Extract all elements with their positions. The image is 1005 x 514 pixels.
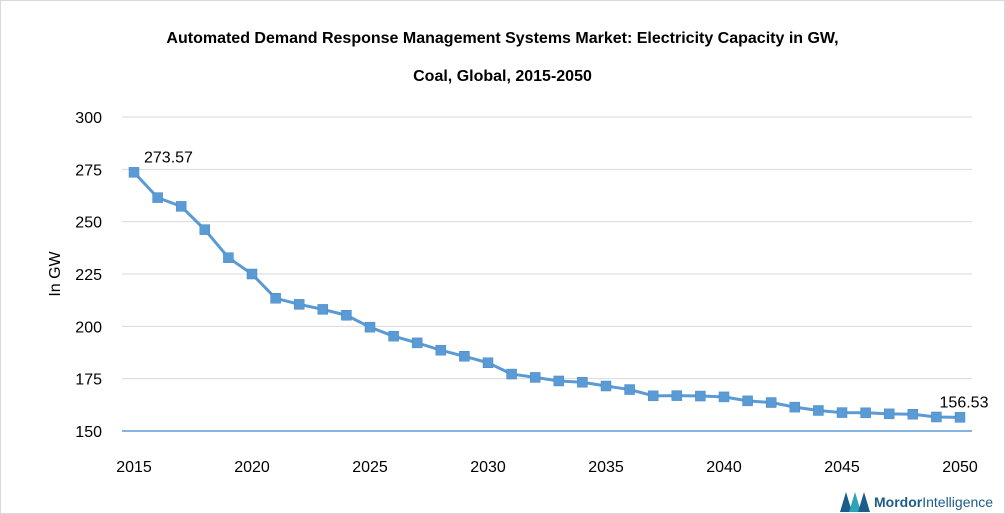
data-point-marker — [341, 309, 352, 321]
logo-text-mordor: Mordor — [874, 494, 923, 510]
data-point-marker — [411, 337, 423, 349]
x-tick-label: 2045 — [824, 459, 860, 476]
data-point-marker — [860, 407, 871, 419]
data-point-marker — [459, 351, 470, 362]
series-layer — [128, 167, 966, 423]
data-point-marker — [152, 192, 163, 203]
data-point-marker — [789, 401, 801, 413]
data-point-marker — [671, 390, 683, 401]
y-tick-label: 300 — [75, 110, 102, 127]
data-label: 156.53 — [940, 394, 989, 411]
x-tick-label: 2035 — [588, 459, 624, 476]
data-point-marker — [931, 411, 942, 423]
data-point-marker — [907, 409, 919, 420]
data-point-marker — [388, 330, 399, 342]
x-tick-label: 2040 — [706, 459, 742, 476]
y-tick-label: 150 — [75, 424, 102, 441]
data-point-marker — [223, 252, 234, 263]
data-point-marker — [199, 224, 211, 235]
data-point-marker — [765, 397, 777, 408]
data-point-marker — [718, 391, 730, 403]
data-point-marker — [647, 390, 659, 402]
data-point-marker — [317, 304, 329, 315]
y-tick-label: 275 — [75, 162, 102, 179]
series-line — [132, 171, 961, 419]
chart-title-line-2: Coal, Global, 2015-2050 — [413, 68, 592, 85]
logo-text-intelligence: Intelligence — [922, 494, 994, 510]
data-point-marker — [482, 357, 494, 369]
y-tick-label: 175 — [75, 372, 102, 389]
x-tick-label: 2015 — [116, 459, 152, 476]
data-labels-layer: 273.57 156.53 — [144, 149, 989, 411]
y-axis-title: In GW — [47, 250, 64, 296]
x-tick-label: 2025 — [352, 459, 388, 476]
data-point-marker — [883, 408, 895, 420]
data-point-marker — [742, 395, 753, 407]
y-tick-label: 225 — [75, 267, 102, 284]
data-point-marker — [270, 293, 281, 304]
y-tick-label: 200 — [75, 319, 102, 336]
data-point-marker — [813, 405, 824, 416]
mordor-intelligence-logo: Mordor Intelligence — [840, 490, 993, 514]
data-point-marker — [435, 344, 447, 356]
data-point-marker — [954, 412, 966, 423]
data-point-marker — [364, 321, 376, 333]
data-point-marker — [695, 390, 706, 402]
data-point-marker — [246, 268, 258, 280]
data-point-marker — [577, 376, 588, 388]
data-point-marker — [293, 299, 305, 310]
x-axis-ticks: 2015 2020 2025 2030 2035 2040 2045 2050 — [116, 459, 978, 476]
data-point-marker — [600, 380, 612, 392]
data-point-marker — [836, 407, 848, 418]
data-point-marker — [624, 384, 635, 395]
data-point-marker — [175, 201, 187, 212]
chart-title-line-1: Automated Demand Response Management Sys… — [166, 30, 839, 47]
data-point-marker — [128, 167, 140, 178]
data-point-marker — [506, 368, 517, 380]
logo-mark-icon — [840, 492, 870, 512]
x-tick-label: 2020 — [234, 459, 270, 476]
y-tick-label: 250 — [75, 215, 102, 232]
y-axis-ticks: 150 175 200 225 250 275 300 — [75, 110, 102, 441]
data-label: 273.57 — [144, 149, 193, 166]
data-point-marker — [529, 372, 541, 383]
data-point-marker — [553, 375, 565, 387]
x-tick-label: 2050 — [942, 459, 978, 476]
x-tick-label: 2030 — [470, 459, 506, 476]
